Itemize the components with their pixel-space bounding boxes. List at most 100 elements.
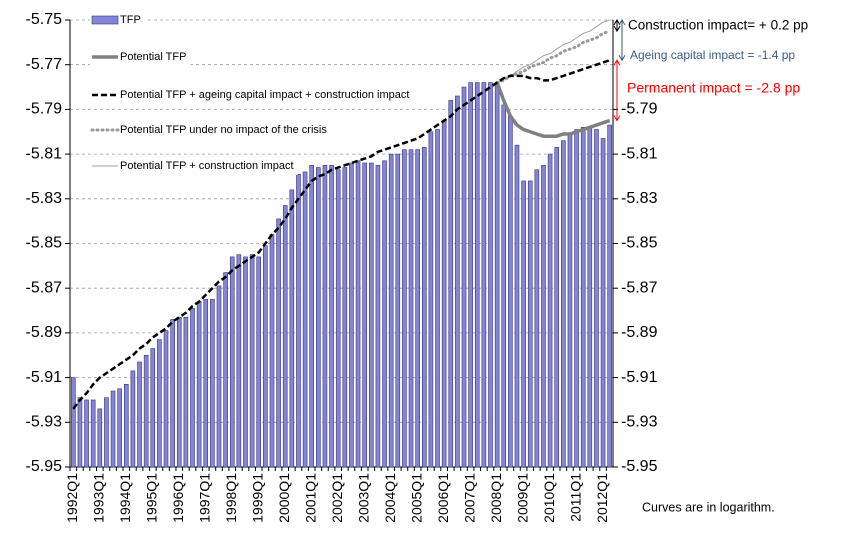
bar (408, 149, 414, 468)
x-tick-label: 1998Q1 (223, 473, 239, 523)
x-tick-label: 1992Q1 (64, 473, 80, 523)
bar (137, 361, 142, 468)
bar (600, 138, 606, 468)
bar (534, 169, 540, 468)
legend-label: TFP (120, 14, 141, 26)
bar (474, 82, 480, 468)
bar (329, 164, 334, 468)
bar (514, 144, 520, 468)
y2-tick-label: -5.89 (621, 324, 658, 341)
bar (77, 397, 83, 468)
bar (388, 153, 394, 468)
bar (302, 171, 308, 468)
x-tick-label: 2006Q1 (435, 473, 451, 523)
bar (316, 167, 321, 468)
legend-bg (90, 157, 298, 175)
bar (236, 254, 242, 468)
bar (554, 147, 559, 468)
bar (170, 319, 175, 468)
bar (468, 82, 473, 468)
bar (229, 256, 235, 468)
bar (481, 82, 487, 468)
x-tick-label: 1994Q1 (117, 473, 133, 523)
y-tick-label: -5.87 (26, 279, 63, 296)
bar (282, 205, 288, 468)
bar (448, 100, 454, 468)
annotation: Curves are in logarithm. (642, 500, 775, 514)
bar (541, 164, 546, 468)
legend: TFP Potential TFP Potential TFP + ageing c… (90, 11, 414, 175)
bar (117, 388, 122, 468)
bar (216, 285, 222, 468)
bar (183, 316, 189, 468)
y2-tick-label: -5.91 (621, 369, 658, 386)
bar (249, 254, 255, 468)
bar (276, 218, 281, 468)
bar (501, 104, 507, 468)
y-tick-label: -5.93 (26, 414, 63, 431)
bar (176, 316, 182, 468)
y2-tick-label: -5.93 (621, 414, 658, 431)
bar (203, 299, 209, 468)
bar (150, 348, 156, 468)
y-tick-label: -5.81 (26, 145, 63, 162)
bar (342, 167, 348, 468)
annotation: Permanent impact = -2.8 pp (627, 80, 800, 96)
bar (369, 162, 374, 468)
bar (428, 131, 434, 468)
bar (90, 399, 96, 468)
bar (415, 149, 420, 468)
bar (508, 115, 513, 468)
x-tick-label: 2003Q1 (355, 473, 371, 523)
bar (289, 189, 295, 468)
legend-bg (90, 121, 331, 139)
y-tick-label: -5.95 (26, 458, 63, 475)
bar (455, 95, 460, 468)
y2-tick-label: -5.79 (621, 101, 658, 118)
bar (594, 129, 599, 468)
bar (561, 140, 566, 468)
bar (567, 133, 573, 468)
annotation: Construction impact= + 0.2 pp (628, 18, 808, 33)
bar (210, 299, 215, 468)
y-tick-label: -5.83 (26, 190, 63, 207)
x-tick-label: 1997Q1 (196, 473, 212, 523)
line-series (495, 29, 612, 85)
bar (190, 308, 195, 468)
bar (375, 164, 381, 468)
x-tick-label: 2002Q1 (329, 473, 345, 523)
bar (349, 162, 354, 468)
legend-label: Potential TFP under no impact of the cri… (120, 124, 327, 136)
bar (355, 160, 361, 468)
bar (607, 124, 612, 468)
bar (263, 245, 268, 468)
x-tick-label: 2004Q1 (382, 473, 398, 523)
bar (395, 153, 401, 468)
y-tick-label: -5.75 (26, 11, 63, 28)
bar (256, 256, 262, 468)
bar (488, 82, 493, 468)
legend-label: Potential TFP + construction impact (120, 160, 294, 172)
bar (435, 129, 440, 468)
bar (97, 408, 103, 468)
arrow-head (613, 25, 621, 33)
bar (269, 234, 275, 468)
arrow-head (613, 19, 621, 26)
bar (527, 180, 533, 468)
bar (580, 126, 586, 468)
bar (223, 272, 228, 468)
x-tick-label: 2001Q1 (302, 473, 318, 523)
x-tick-label: 2011Q1 (567, 473, 583, 522)
bar (309, 164, 314, 468)
legend-label: Potential TFP (120, 51, 186, 63)
bar (421, 147, 427, 468)
bar (243, 256, 248, 468)
y-tick-label: -5.85 (26, 235, 63, 252)
x-tick-label: 1993Q1 (91, 473, 107, 523)
line-series (496, 19, 610, 83)
bar (362, 162, 367, 468)
bar (382, 160, 387, 468)
annotation: Ageing capital impact = -1.4 pp (630, 48, 795, 62)
line-series (495, 81, 611, 138)
legend-label: Potential TFP + ageing capital impact + … (120, 89, 409, 101)
